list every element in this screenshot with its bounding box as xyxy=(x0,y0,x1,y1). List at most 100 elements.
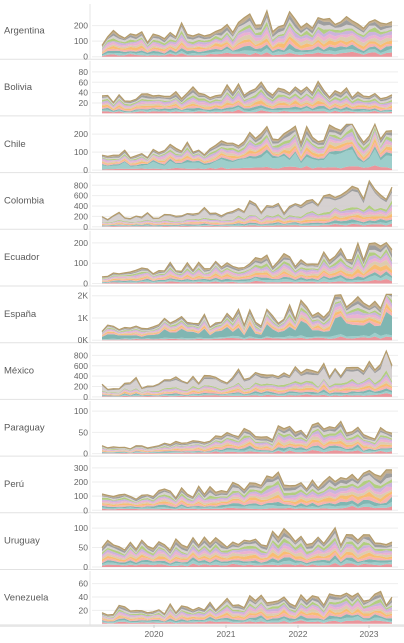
panel-españa: España 0K 1K 2K xyxy=(0,287,404,345)
area-layer xyxy=(102,486,392,505)
area-outline xyxy=(101,590,393,616)
y-tick-label: 400 xyxy=(74,371,88,381)
area-layer xyxy=(102,501,392,510)
x-tick-label: 2020 xyxy=(145,629,164,639)
country-label: Chile xyxy=(4,139,26,150)
y-tick-label: 0 xyxy=(83,165,88,175)
area-layer xyxy=(102,303,392,337)
x-axis: 2020 2021 2022 2023 xyxy=(0,624,404,639)
area-layer xyxy=(102,264,392,282)
x-tick-label: 2023 xyxy=(360,629,379,639)
area-layer xyxy=(102,391,392,397)
area-layer xyxy=(102,246,392,279)
area-layer xyxy=(102,373,392,394)
area-layer xyxy=(102,10,392,47)
area-layer xyxy=(102,376,392,395)
area-outline xyxy=(101,9,393,46)
y-tick-label: 60 xyxy=(79,77,89,87)
y-tick-label: 40 xyxy=(79,592,89,602)
x-tick-label: 2021 xyxy=(217,629,236,639)
area-layer xyxy=(102,591,392,616)
area-layer xyxy=(102,86,392,106)
y-tick-label: 50 xyxy=(79,427,89,437)
area-layer xyxy=(102,219,392,226)
area-layer xyxy=(102,184,392,223)
area-layer xyxy=(102,605,392,620)
area-layer xyxy=(102,614,392,623)
area-layer xyxy=(102,481,392,504)
area-layer xyxy=(102,124,392,160)
area-layer xyxy=(102,608,392,621)
area-layer xyxy=(102,611,392,622)
area-layer xyxy=(102,268,392,283)
area-layer xyxy=(102,43,392,56)
area-layer xyxy=(102,479,392,503)
area-layer xyxy=(102,27,392,52)
panel-chile: Chile 0 100 200 xyxy=(0,117,404,175)
area-layer xyxy=(102,294,392,333)
area-layer xyxy=(102,380,392,395)
area-layer xyxy=(102,93,392,109)
country-label: Bolivia xyxy=(4,82,33,93)
area-layer xyxy=(102,616,392,624)
country-label: Ecuador xyxy=(4,252,39,263)
area-outline xyxy=(101,349,393,391)
y-tick-label: 20 xyxy=(79,605,89,615)
area-layer xyxy=(102,602,392,620)
area-layer xyxy=(102,149,392,170)
area-layer xyxy=(102,620,392,624)
area-layer xyxy=(102,83,392,104)
area-outline xyxy=(101,420,393,450)
area-layer xyxy=(102,132,392,163)
panel-argentina: Argentina 0 100 200 xyxy=(0,4,404,62)
y-tick-label: 200 xyxy=(74,238,88,248)
area-layer xyxy=(102,279,392,284)
panel-ecuador: Ecuador 0 100 200 xyxy=(0,230,404,289)
area-layer xyxy=(102,351,392,393)
area-outline xyxy=(101,469,393,500)
area-outline xyxy=(101,241,393,278)
y-tick-label: 200 xyxy=(74,129,88,139)
area-layer xyxy=(102,441,392,453)
area-layer xyxy=(102,450,392,454)
area-layer xyxy=(102,540,392,559)
y-tick-label: 600 xyxy=(74,361,88,371)
panel-perú: Perú 0 100 200 300 xyxy=(0,457,404,515)
area-layer xyxy=(102,544,392,560)
area-layer xyxy=(102,558,392,567)
area-layer xyxy=(102,105,392,113)
y-tick-label: 100 xyxy=(74,523,88,533)
y-tick-label: 0 xyxy=(83,449,88,459)
y-tick-label: 40 xyxy=(79,88,89,98)
area-layer xyxy=(102,107,392,113)
area-layer xyxy=(102,124,392,160)
area-layer xyxy=(102,100,392,111)
area-layer xyxy=(102,491,392,507)
area-layer xyxy=(102,496,392,509)
area-layer xyxy=(102,550,392,563)
area-layer xyxy=(102,32,392,53)
area-layer xyxy=(102,433,392,452)
y-tick-label: 50 xyxy=(79,543,89,553)
area-layer xyxy=(102,600,392,619)
area-layer xyxy=(102,537,392,557)
area-layer xyxy=(102,547,392,561)
area-layer xyxy=(102,165,392,171)
area-layer xyxy=(102,332,392,340)
area-layer xyxy=(102,493,392,508)
country-label: Argentina xyxy=(4,25,45,36)
area-layer xyxy=(102,294,392,334)
y-tick-label: 0 xyxy=(83,392,88,402)
area-outline xyxy=(101,122,393,159)
y-tick-label: 60 xyxy=(79,579,89,589)
area-layer xyxy=(102,87,392,107)
y-tick-label: 0 xyxy=(83,52,88,62)
y-tick-label: 20 xyxy=(79,98,89,108)
area-layer xyxy=(102,444,392,453)
country-label: Uruguay xyxy=(4,536,40,547)
y-tick-label: 100 xyxy=(74,147,88,157)
area-outline xyxy=(101,80,393,104)
y-tick-label: 200 xyxy=(74,477,88,487)
country-label: Perú xyxy=(4,479,24,490)
